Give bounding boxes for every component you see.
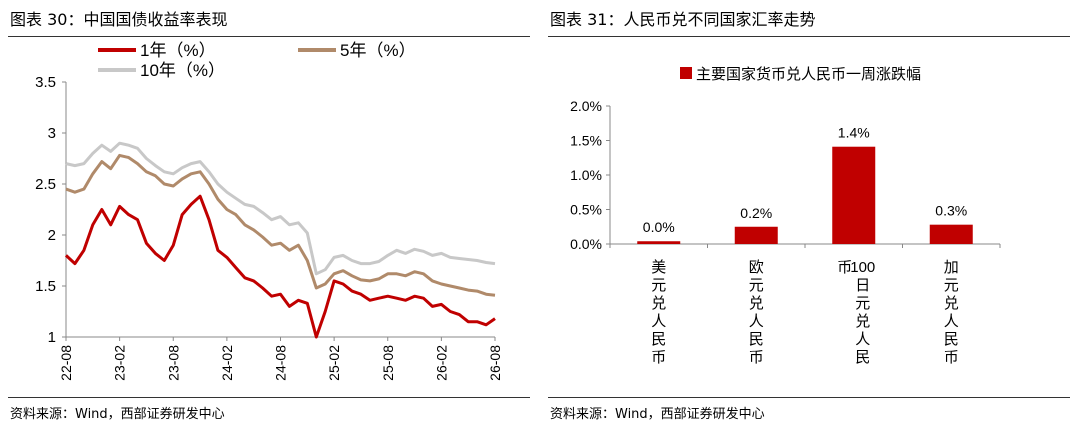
x-tick-label: 23-02 [112,345,128,381]
bar-value-label: 0.2% [740,205,772,221]
x-tick-label: 25-02 [326,345,342,381]
y-tick-label: 1 [48,329,56,346]
x-tick-label: 26-08 [487,345,503,381]
y-tick-label: 0.5% [570,202,602,218]
x-tick-label: 24-08 [273,345,289,381]
series-line-2 [65,153,496,297]
right-top-rule [548,36,1070,37]
right-chart-source: 资料来源：Wind，西部证券研发中心 [550,407,765,422]
bar-4 [929,224,973,244]
left-top-rule [8,36,530,37]
y-tick-label: 3 [48,125,56,142]
x-tick-label: 23-08 [165,345,181,381]
x-tick-label: 22-08 [58,345,74,381]
y-tick-label: 0.0% [570,236,602,252]
legend-swatch [680,67,692,79]
y-tick-label: 2.5 [35,176,56,193]
bar-value-label: 0.0% [643,219,675,235]
x-category-label: 欧元兑人民币 [749,259,764,366]
legend-label: 主要国家货币兑人民币一周涨跌幅 [696,66,921,83]
left-bottom-rule [8,397,530,398]
y-tick-label: 2.0% [570,98,602,114]
y-tick-label: 1.0% [570,167,602,183]
left-chart-panel: 图表 30：中国国债收益率表现 1 1.5 2 2.5 3 3.5 22-08 23-02 23… [0,0,530,438]
x-category-label: 美元兑人民币 [651,259,666,366]
bar-value-label: 0.3% [935,203,967,219]
bond-yield-line-chart: 1 1.5 2 2.5 3 3.5 22-08 23-02 23-08 24-02 24-08 25-… [35,41,503,381]
right-chart-title: 图表 31：人民币兑不同国家汇率走势 [550,10,816,29]
x-category-label: 100 日元兑人民币 [837,259,875,366]
legend-label-1: 1年（%） [140,41,216,60]
fx-bar-chart: 0.0% 0.5% 1.0% 1.5% 2.0% 0.0% 美元兑人民币 0.2% 欧元兑人民币… [570,66,1001,366]
bar-2 [734,226,778,244]
y-tick-label: 3.5 [35,74,56,91]
legend-label-3: 10年（%） [140,61,225,80]
right-bottom-rule [548,397,1070,398]
right-chart-panel: 图表 31：人民币兑不同国家汇率走势 0.0% 0.5% 1.0% 1.5% 2.0% 0… [548,0,1080,438]
x-tick-label: 25-08 [380,345,396,381]
y-tick-label: 1.5 [35,278,56,295]
x-category-label: 加元兑人民币 [944,259,959,366]
bar-1 [637,241,681,244]
y-tick-label: 2 [48,227,56,244]
legend-label-2: 5年（%） [340,41,416,60]
bar-value-label: 1.4% [838,125,870,141]
series-line-3 [65,141,496,276]
x-tick-label: 26-02 [433,345,449,381]
left-chart-title: 图表 30：中国国债收益率表现 [10,10,228,29]
left-chart-source: 资料来源：Wind，西部证券研发中心 [10,407,225,422]
y-tick-label: 1.5% [570,133,602,149]
x-tick-label: 24-02 [219,345,235,381]
bar-3 [832,146,876,244]
series-line-1 [64,194,496,339]
